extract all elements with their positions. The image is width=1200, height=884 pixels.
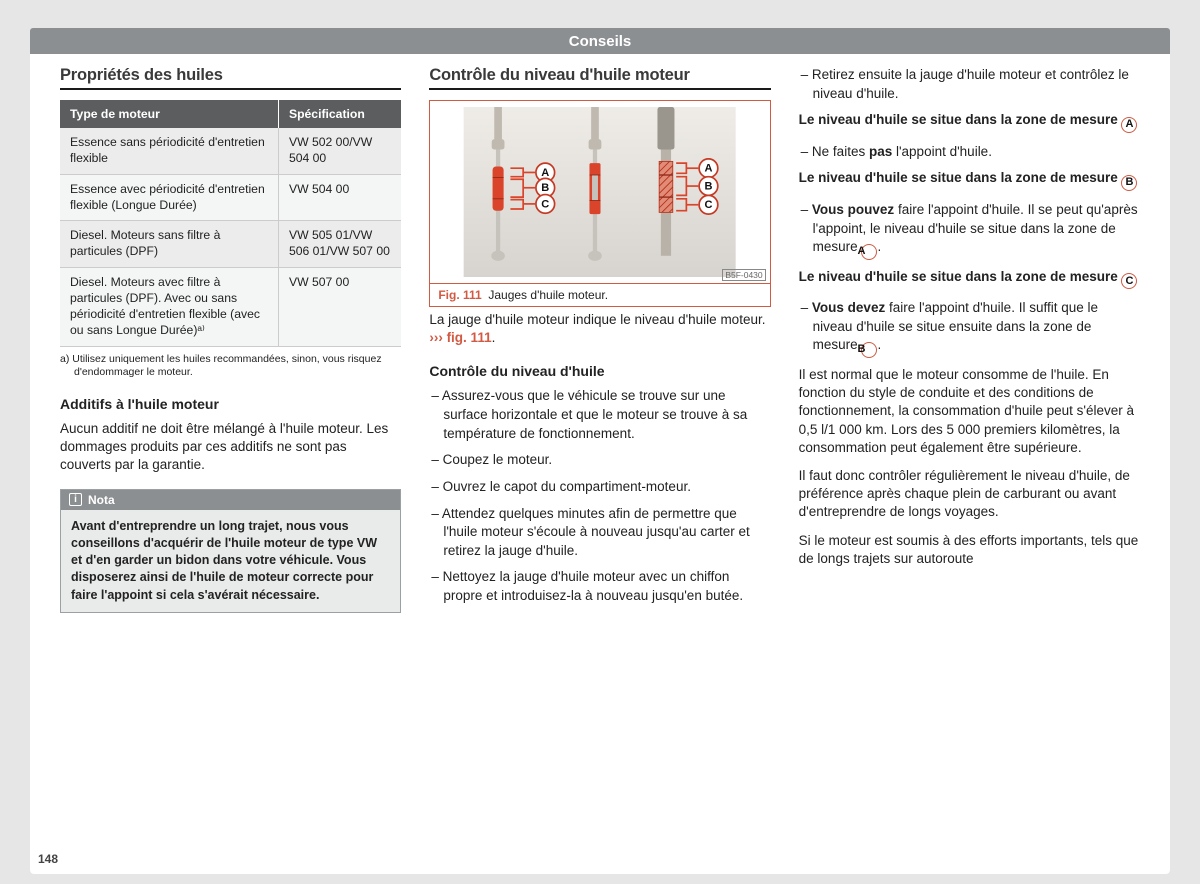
col2-title: Contrôle du niveau d'huile moteur [429, 66, 770, 90]
svg-text:A: A [542, 167, 550, 179]
zoneB-ref: A [861, 244, 877, 260]
header-tab: Conseils [30, 28, 1170, 54]
figure-caption-text: Jauges d'huile moteur. [488, 288, 608, 302]
list-item: Attendez quelques minutes afin de permet… [429, 505, 770, 561]
intro-b: ››› fig. 111 [429, 330, 491, 345]
dipstick-svg: A B C [436, 107, 763, 277]
nota-body: Avant d'entreprendre un long trajet, nou… [61, 510, 400, 612]
intro-a: La jauge d'huile moteur indique le nivea… [429, 312, 765, 327]
list-item: Assurez-vous que le véhicule se trouve s… [429, 387, 770, 443]
fig-intro: La jauge d'huile moteur indique le nivea… [429, 311, 770, 347]
figure-box: A B C [429, 100, 770, 307]
table-cell: VW 504 00 [278, 174, 401, 221]
list-item: Ouvrez le capot du compartiment-moteur. [429, 478, 770, 497]
zoneC-line: Vous devez faire l'appoint d'huile. Il s… [799, 299, 1140, 358]
nota-box: i Nota Avant d'entreprendre un long traj… [60, 489, 401, 613]
step-continued: Retirez ensuite la jauge d'huile moteur … [799, 66, 1140, 103]
table-footnote: a) Utilisez uniquement les huiles recomm… [60, 353, 401, 380]
figure-caption: Fig. 111 Jauges d'huile moteur. [430, 283, 769, 306]
zoneA-head-text: Le niveau d'huile se situe dans la zone … [799, 112, 1122, 127]
svg-text:C: C [542, 198, 550, 210]
table-cell: VW 507 00 [278, 268, 401, 346]
nota-label: Nota [88, 493, 115, 507]
zoneA-letter: A [1121, 117, 1137, 133]
col2-subtitle: Contrôle du niveau d'huile [429, 363, 770, 379]
table-cell: VW 505 01/VW 506 01/VW 507 00 [278, 221, 401, 268]
table-cell: Essence sans périodicité d'entretien fle… [60, 128, 278, 174]
zoneC-heading: Le niveau d'huile se situe dans la zone … [799, 268, 1140, 290]
zoneB-line: Vous pouvez faire l'appoint d'huile. Il … [799, 201, 1140, 260]
page-number: 148 [38, 852, 58, 866]
table-cell: Diesel. Moteurs sans filtre à particules… [60, 221, 278, 268]
th-type: Type de moteur [60, 100, 278, 128]
zoneC-head-text: Le niveau d'huile se situe dans la zone … [799, 269, 1122, 284]
column-2: Contrôle du niveau d'huile moteur [429, 66, 770, 614]
table-cell: VW 502 00/VW 504 00 [278, 128, 401, 174]
additifs-heading: Additifs à l'huile moteur [60, 396, 401, 412]
figure-code: B5F-0430 [722, 269, 765, 281]
column-1: Propriétés des huiles Type de moteur Spé… [60, 66, 401, 614]
svg-text:B: B [705, 180, 713, 192]
table-cell: Diesel. Moteurs avec filtre à particules… [60, 268, 278, 346]
para3: Si le moteur est soumis à des efforts im… [799, 532, 1140, 568]
table-cell: Essence avec périodicité d'entretien fle… [60, 174, 278, 221]
steps-list: Assurez-vous que le véhicule se trouve s… [429, 387, 770, 605]
svg-text:A: A [705, 163, 713, 175]
zoneA-line: Ne faites pas l'appoint d'huile. [799, 143, 1140, 162]
zoneB-heading: Le niveau d'huile se situe dans la zone … [799, 169, 1140, 191]
figure-label: Fig. 111 [438, 288, 481, 302]
oil-table: Type de moteur Spécification Essence san… [60, 100, 401, 347]
list-item: Coupez le moteur. [429, 451, 770, 470]
zoneA-heading: Le niveau d'huile se situe dans la zone … [799, 111, 1140, 133]
step-last: Retirez ensuite la jauge d'huile moteur … [799, 66, 1140, 103]
para1: Il est normal que le moteur consomme de … [799, 366, 1140, 457]
col1-title: Propriétés des huiles [60, 66, 401, 90]
zoneC-ref: B [861, 342, 877, 358]
content-columns: Propriétés des huiles Type de moteur Spé… [30, 54, 1170, 614]
svg-text:C: C [705, 199, 713, 211]
info-icon: i [69, 493, 82, 506]
nota-head: i Nota [61, 490, 400, 510]
para2: Il faut donc contrôler régulièrement le … [799, 467, 1140, 522]
list-item: Nettoyez la jauge d'huile moteur avec un… [429, 568, 770, 605]
column-3: Retirez ensuite la jauge d'huile moteur … [799, 66, 1140, 614]
svg-text:B: B [542, 182, 550, 194]
th-spec: Spécification [278, 100, 401, 128]
page-sheet: Conseils Propriétés des huiles Type de m… [30, 28, 1170, 874]
zoneB-head-text: Le niveau d'huile se situe dans la zone … [799, 170, 1122, 185]
dipstick-diagram: A B C [430, 101, 769, 283]
zoneB-letter: B [1121, 175, 1137, 191]
zoneC-letter: C [1121, 273, 1137, 289]
additifs-text: Aucun additif ne doit être mélangé à l'h… [60, 420, 401, 475]
